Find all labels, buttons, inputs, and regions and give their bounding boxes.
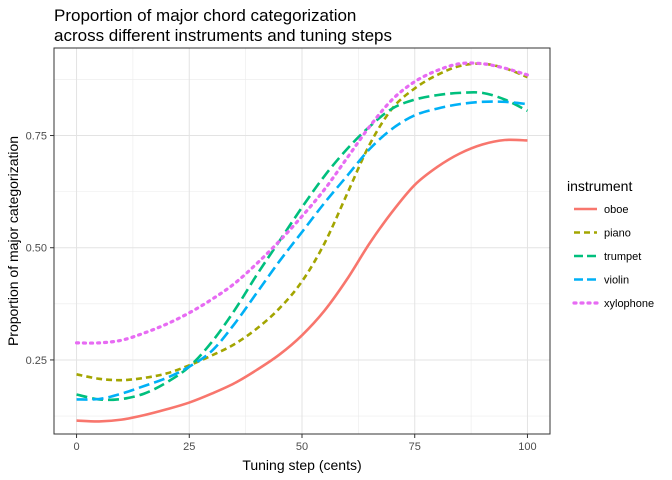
grid-major [54,48,550,434]
y-tick-label: 0.25 [26,355,47,367]
y-axis-title: Proportion of major categorization [5,136,21,346]
series-line-oboe [76,138,528,423]
legend: instrument oboe piano trumpet violin xylopho… [567,178,654,310]
y-tick-label: 0.50 [26,243,47,255]
series-line-violin [76,100,528,401]
legend-label-trumpet: trumpet [604,251,641,263]
x-tick-label: 25 [183,441,195,453]
legend-label-xylophone: xylophone [604,298,654,310]
legend-label-oboe: oboe [604,204,628,216]
x-tick-label: 75 [409,441,421,453]
legend-label-piano: piano [604,228,631,240]
chart-title-line-1: Proportion of major chord categorization [54,6,356,25]
series-layer [74,61,530,423]
chart-title: Proportion of major chord categorization… [54,6,392,45]
chart-title-line-2: across different instruments and tuning … [54,26,392,45]
x-tick-label: 100 [518,441,536,453]
series-line-trumpet [76,90,529,402]
x-tick-label: 0 [73,441,79,453]
series-line-piano [76,62,528,382]
y-axis: 0.25 0.50 0.75 [26,131,54,367]
series-line-xylophone [74,61,530,345]
legend-label-violin: violin [604,275,629,287]
x-axis-title: Tuning step (cents) [242,457,361,473]
legend-title: instrument [567,178,632,194]
y-tick-label: 0.75 [26,131,47,143]
x-axis: 0 25 50 75 100 [73,434,537,453]
x-tick-label: 50 [296,441,308,453]
